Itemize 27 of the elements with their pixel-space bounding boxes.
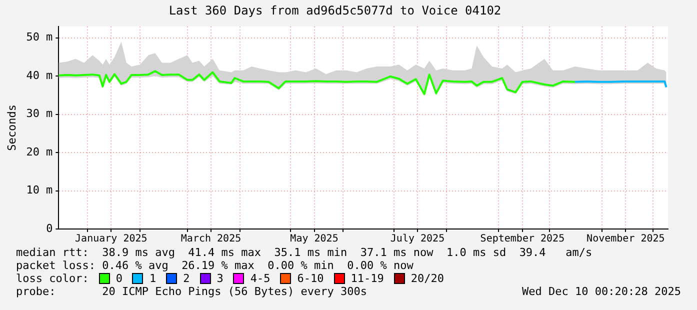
text: Wed Dec 10 00:20:28 2025 bbox=[522, 285, 681, 298]
legend-label: 20/20 bbox=[410, 272, 444, 285]
chart-title: Last 360 Days from ad96d5c5077d to Voice 04102 bbox=[168, 3, 502, 18]
x-tick-label: July 2025 bbox=[390, 234, 445, 245]
text: packet loss: 0.46 % avg 26.19 % max 0.00 % min 0.00 % now bbox=[16, 259, 414, 272]
text: probe: 20 ICMP Echo Pings (56 Bytes) every 300s bbox=[16, 285, 367, 298]
legend-label: 11-19 bbox=[350, 272, 384, 285]
legend-label: 6-10 bbox=[297, 272, 324, 285]
legend-label: 2 bbox=[183, 272, 190, 285]
x-tick-label: March 2025 bbox=[180, 234, 242, 245]
y-tick-label: 50 m bbox=[26, 30, 54, 44]
y-tick-label: 0 bbox=[46, 222, 53, 235]
legend-label: 4-5 bbox=[250, 272, 270, 285]
x-tick-label: May 2025 bbox=[290, 234, 338, 245]
y-tick-label: 40 m bbox=[26, 68, 54, 82]
y-tick-label: 20 m bbox=[26, 145, 54, 158]
legend-label: 3 bbox=[216, 272, 224, 285]
y-axis-title: Seconds bbox=[5, 104, 18, 151]
x-tick-label: November 2025 bbox=[586, 234, 665, 245]
legend-label: 0 bbox=[116, 272, 122, 285]
legend-label: 1 bbox=[149, 272, 156, 285]
x-tick-label: September 2025 bbox=[480, 234, 565, 245]
y-tick-label: 10 m bbox=[26, 184, 54, 197]
legend-title: loss color: bbox=[16, 272, 89, 285]
y-tick-label: 30 m bbox=[26, 107, 54, 120]
x-tick-label: January 2025 bbox=[75, 234, 148, 245]
text: median rtt: 38.9 ms avg 41.4 ms max 35.1 ms min 37.1 ms now 1.0 ms sd 39.4 am/s bbox=[16, 246, 592, 259]
